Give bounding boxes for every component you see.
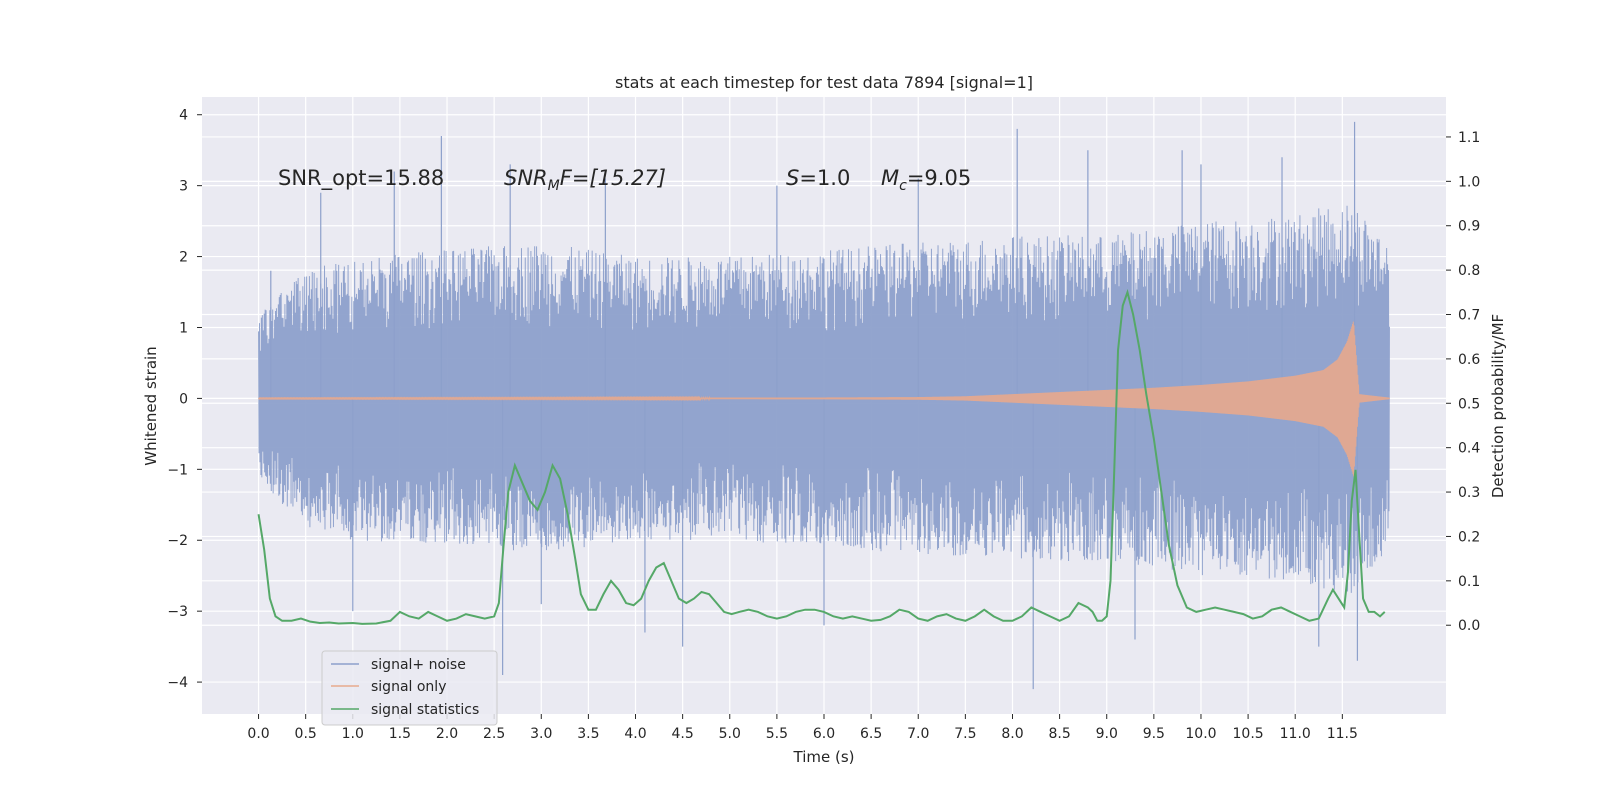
x-tick-label-18: 9.0 [1096,726,1118,742]
annotation-snr-mf: SNRMF=[15.27] [504,166,666,194]
x-tick-label-9: 4.5 [672,726,694,742]
x-tick-label-11: 5.5 [766,726,788,742]
legend-box [321,650,498,726]
x-tick-label-3: 1.5 [389,726,411,742]
x-tick-label-21: 10.5 [1233,726,1264,742]
y-right-tick-label-3: 0.3 [1458,485,1480,501]
series-signal-statistics-line [257,288,1386,625]
annotation-mc: Mc=9.05 [881,166,971,194]
legend-label-signal-only: signal only [371,679,446,695]
x-tick-label-2: 1.0 [342,726,364,742]
y-axis-left-label: Whitened strain [142,346,160,465]
x-tick-label-12: 6.0 [813,726,835,742]
x-axis-label: Time (s) [793,748,855,766]
annotation-s: S=1.0 [786,166,850,190]
x-tick-label-23: 11.5 [1327,726,1358,742]
x-tick-label-8: 4.0 [624,726,646,742]
y-left-tick-label-7: 3 [179,179,188,195]
y-axis-right-ticks: 0.0 0.1 0.2 0.3 0.4 0.5 0.6 0.7 0.8 0.9 1.0 1.1 [1446,130,1480,634]
x-tick-label-10: 5.0 [719,726,741,742]
x-tick-label-0: 0.0 [247,726,269,742]
x-tick-label-14: 7.0 [907,726,929,742]
y-axis-left-ticks: −4 −3 −2 −1 0 1 2 3 4 [167,108,202,691]
x-tick-label-7: 3.5 [577,726,599,742]
x-tick-label-4: 2.0 [436,726,458,742]
y-axis-right-label: Detection probability/MF [1489,314,1507,498]
x-tick-label-20: 10.0 [1185,726,1216,742]
series-layer [257,121,1390,690]
y-left-tick-label-3: −1 [167,462,188,478]
x-tick-label-15: 7.5 [954,726,976,742]
y-left-tick-label-2: −2 [167,533,188,549]
x-tick-label-13: 6.5 [860,726,882,742]
y-right-tick-label-9: 0.9 [1458,219,1480,235]
y-left-tick-label-0: −4 [167,675,188,691]
y-right-tick-label-1: 0.1 [1458,574,1480,590]
x-tick-label-1: 0.5 [295,726,317,742]
y-right-tick-label-5: 0.5 [1458,396,1480,412]
legend: signal+ noise signal only signal statist… [321,650,498,726]
y-right-tick-label-0: 0.0 [1458,618,1480,634]
y-right-tick-label-4: 0.4 [1458,441,1480,457]
x-tick-label-22: 11.0 [1280,726,1311,742]
x-axis-ticks: 0.0 0.5 1.0 1.5 2.0 2.5 3.0 3.5 4.0 4.5 5.0 5.5 6.0 6… [247,714,1358,742]
legend-label-signal-statistics: signal statistics [371,702,479,718]
y-left-tick-label-1: −3 [167,604,188,620]
y-right-tick-label-2: 0.2 [1458,529,1480,545]
x-tick-label-16: 8.0 [1001,726,1023,742]
y-left-tick-label-4: 0 [179,391,188,407]
chart-title: stats at each timestep for test data 789… [615,73,1033,92]
x-tick-label-6: 3.0 [530,726,552,742]
y-right-tick-label-6: 0.6 [1458,352,1480,368]
y-right-tick-label-10: 1.0 [1458,174,1480,190]
y-left-tick-label-8: 4 [179,108,188,124]
x-tick-label-17: 8.5 [1048,726,1070,742]
y-left-tick-label-5: 1 [179,320,188,336]
y-left-tick-label-6: 2 [179,250,188,266]
legend-label-signal-noise: signal+ noise [371,657,466,673]
y-right-tick-label-11: 1.1 [1458,130,1480,146]
annotation-snr-opt: SNR_opt=15.88 [278,166,444,191]
x-tick-label-5: 2.5 [483,726,505,742]
series-signal-only-line [258,321,1390,477]
y-right-tick-label-8: 0.8 [1458,263,1480,279]
x-tick-label-19: 9.5 [1143,726,1165,742]
y-right-tick-label-7: 0.7 [1458,308,1480,324]
